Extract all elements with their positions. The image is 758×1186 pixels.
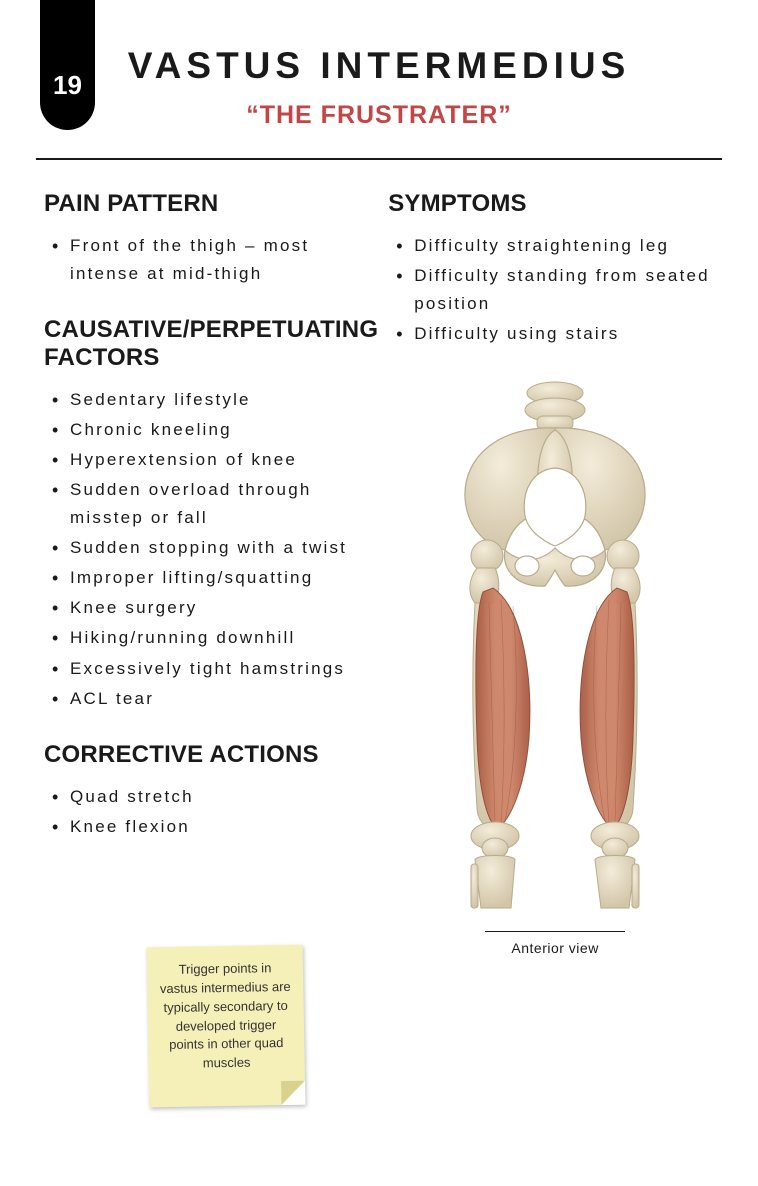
symptoms-list: Difficulty straightening leg Difficulty …	[388, 232, 722, 348]
list-item: Difficulty straightening leg	[414, 232, 722, 260]
content-area: PAIN PATTERN Front of the thigh – most i…	[0, 160, 758, 956]
anatomy-illustration	[405, 378, 705, 918]
list-item: Hiking/running downhill	[70, 624, 378, 652]
symptoms-heading: SYMPTOMS	[388, 190, 722, 218]
figure-caption-divider	[485, 931, 625, 932]
list-item: Chronic kneeling	[70, 416, 378, 444]
pain-pattern-list: Front of the thigh – most intense at mid…	[44, 232, 378, 288]
causative-list: Sedentary lifestyle Chronic kneeling Hyp…	[44, 386, 378, 713]
corrective-heading: CORRECTIVE ACTIONS	[44, 741, 378, 769]
header: VASTUS INTERMEDIUS “THE FRUSTRATER”	[0, 0, 758, 130]
pain-pattern-heading: PAIN PATTERN	[44, 190, 378, 218]
list-item: Improper lifting/squatting	[70, 564, 378, 592]
corrective-list: Quad stretch Knee flexion	[44, 783, 378, 841]
page-number-tab: 19	[40, 0, 95, 130]
list-item: Quad stretch	[70, 783, 378, 811]
list-item: Sudden overload through misstep or fall	[70, 476, 378, 532]
left-column: PAIN PATTERN Front of the thigh – most i…	[44, 190, 378, 956]
list-item: Difficulty using stairs	[414, 320, 722, 348]
list-item: Difficulty standing from seated position	[414, 262, 722, 318]
list-item: Knee flexion	[70, 813, 378, 841]
list-item: Sedentary lifestyle	[70, 386, 378, 414]
list-item: Knee surgery	[70, 594, 378, 622]
anatomy-figure: Anterior view	[388, 378, 722, 956]
sticky-note-text: Trigger points in vastus intermedius are…	[160, 960, 291, 1070]
list-item: Hyperextension of knee	[70, 446, 378, 474]
list-item: ACL tear	[70, 685, 378, 713]
page-subtitle: “THE FRUSTRATER”	[60, 101, 698, 130]
sticky-note: Trigger points in vastus intermedius are…	[147, 945, 306, 1108]
page-title: VASTUS INTERMEDIUS	[60, 45, 698, 87]
list-item: Sudden stopping with a twist	[70, 534, 378, 562]
page-number: 19	[53, 70, 82, 101]
list-item: Front of the thigh – most intense at mid…	[70, 232, 378, 288]
causative-heading: CAUSATIVE/PERPETUATING FACTORS	[44, 316, 378, 372]
right-column: SYMPTOMS Difficulty straightening leg Di…	[388, 190, 722, 956]
list-item: Excessively tight hamstrings	[70, 655, 378, 683]
figure-caption: Anterior view	[388, 940, 722, 956]
